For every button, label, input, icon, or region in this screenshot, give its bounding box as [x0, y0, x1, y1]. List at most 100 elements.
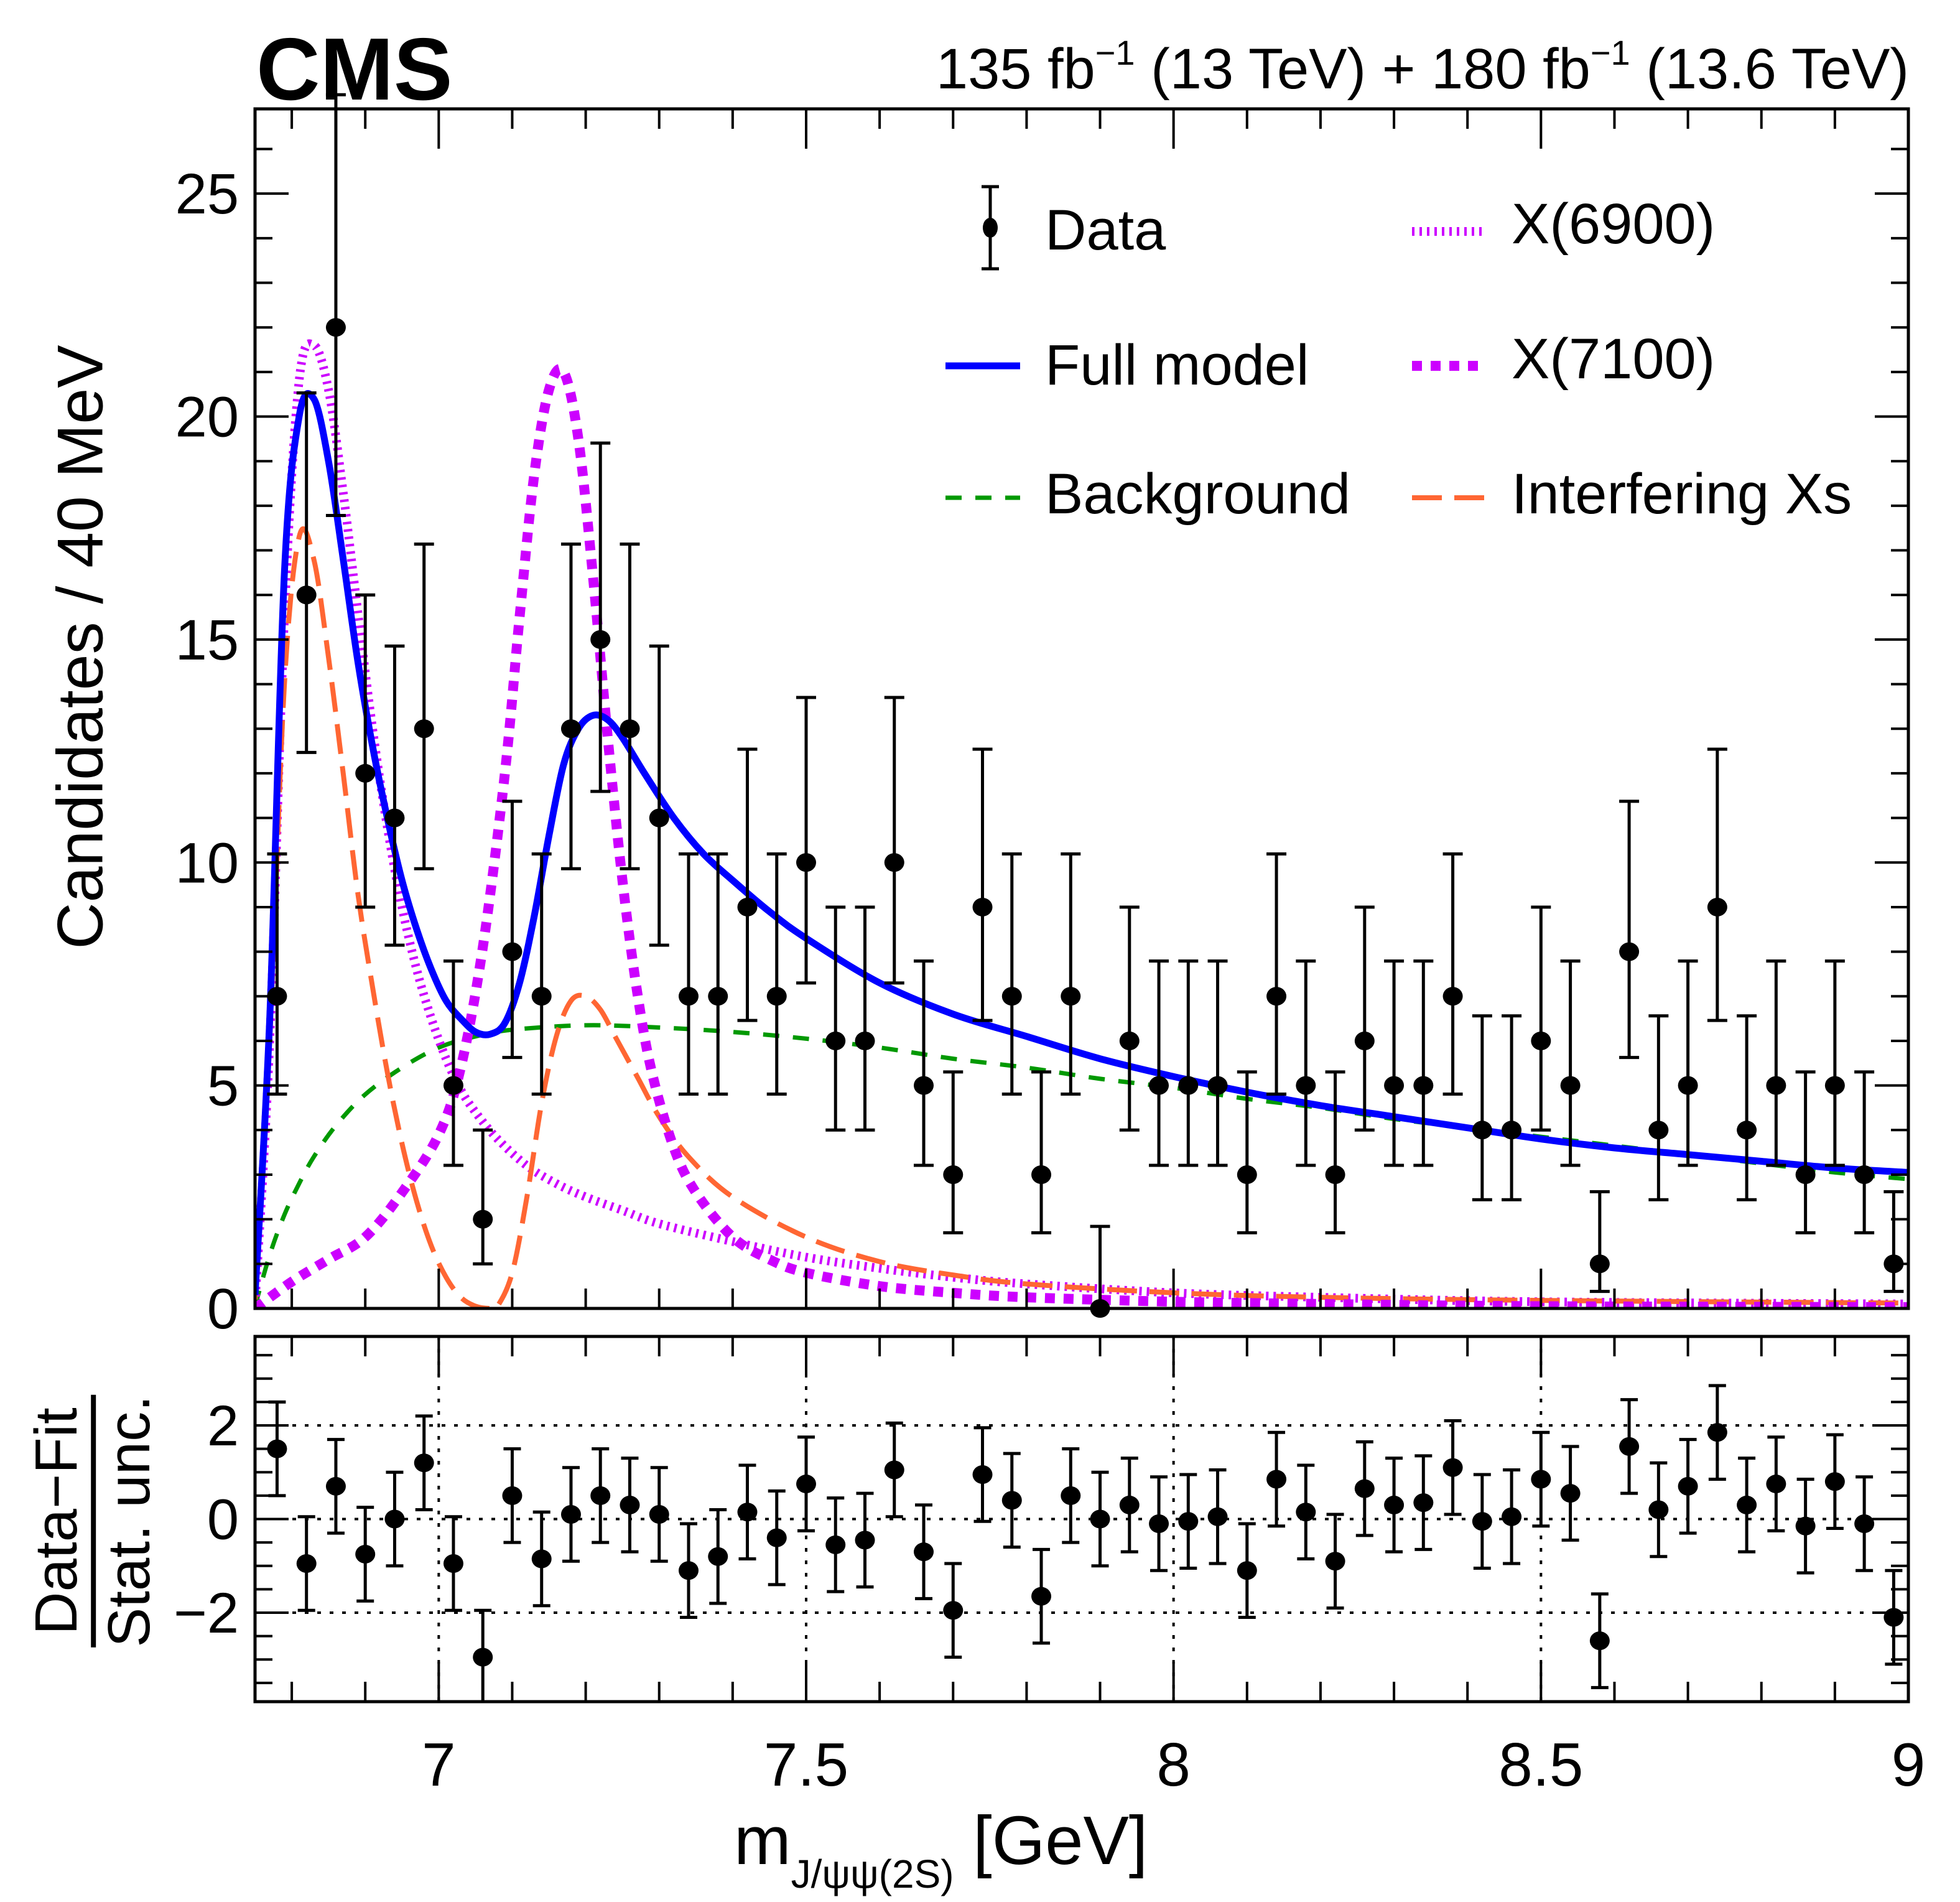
legend-label-x7100: X(7100) — [1512, 327, 1716, 391]
residual-point — [1883, 1569, 1904, 1666]
lumi-part-2: (13 TeV) + 180 fb — [1135, 37, 1591, 101]
residual-point — [649, 1466, 669, 1563]
residual-marker — [855, 1531, 875, 1550]
residual-marker — [1149, 1514, 1169, 1534]
data-marker — [1737, 1121, 1757, 1140]
residual-point — [355, 1506, 376, 1603]
residual-point — [1502, 1468, 1522, 1565]
residual-marker — [1325, 1552, 1345, 1571]
data-marker — [825, 1031, 846, 1050]
data-marker — [1237, 1165, 1257, 1184]
residual-point — [1266, 1430, 1287, 1528]
data-point — [796, 696, 816, 985]
data-point — [1589, 1190, 1610, 1294]
residual-marker — [1824, 1472, 1845, 1491]
data-marker — [1354, 1031, 1375, 1050]
data-point — [914, 959, 934, 1167]
data-marker — [972, 897, 993, 916]
residual-marker — [1678, 1476, 1698, 1496]
residual-marker — [1560, 1484, 1581, 1503]
data-marker — [1560, 1076, 1581, 1095]
residual-marker — [296, 1554, 317, 1573]
residual-point — [1001, 1452, 1022, 1549]
residual-marker — [943, 1601, 964, 1620]
data-marker — [1531, 1031, 1551, 1050]
data-point — [1502, 1014, 1522, 1201]
y-tick-label: 10 — [175, 831, 239, 895]
data-point — [1472, 1014, 1492, 1201]
ratio-panel-grid — [255, 1336, 1908, 1702]
x-tick-label: 7 — [422, 1730, 456, 1799]
residual-marker — [502, 1486, 523, 1505]
y-tick-label: 15 — [175, 608, 239, 672]
lumi-exponent-1: −1 — [1095, 33, 1135, 72]
legend-data-marker — [983, 218, 998, 238]
data-point — [1707, 747, 1727, 1022]
data-marker — [620, 719, 640, 739]
lumi-part-1: 135 fb — [936, 37, 1095, 101]
data-marker — [1384, 1076, 1405, 1095]
residual-point — [855, 1491, 875, 1589]
data-marker — [1149, 1076, 1169, 1095]
residual-point — [502, 1447, 523, 1544]
y-tick-label: 5 — [207, 1055, 239, 1118]
residual-point — [325, 1438, 346, 1535]
residual-marker — [1619, 1437, 1640, 1456]
residual-point — [1031, 1547, 1052, 1645]
residual-marker — [1001, 1491, 1022, 1510]
data-point — [1061, 852, 1081, 1096]
residual-marker — [620, 1495, 640, 1514]
residual-marker — [1296, 1503, 1316, 1522]
residual-point — [1296, 1463, 1316, 1560]
data-point — [531, 852, 552, 1096]
x-tick-label: 9 — [1892, 1730, 1926, 1799]
residual-marker — [1795, 1516, 1816, 1536]
data-marker — [1854, 1165, 1875, 1184]
data-point — [678, 852, 699, 1096]
residual-marker — [267, 1439, 287, 1458]
data-point — [766, 852, 787, 1096]
data-point — [1325, 1070, 1345, 1234]
residual-marker — [1589, 1631, 1610, 1651]
residual-marker — [796, 1475, 816, 1494]
residual-point — [1178, 1473, 1199, 1570]
y-axis-label-ratio: Data−Fit Stat. unc. — [23, 1395, 162, 1648]
data-point — [296, 391, 317, 754]
legend-label-x6900: X(6900) — [1512, 192, 1716, 256]
data-marker — [1207, 1076, 1228, 1095]
residual-point — [620, 1457, 640, 1554]
residual-point — [1531, 1430, 1551, 1528]
x-label-subscript: J/ψψ(2S) — [791, 1852, 954, 1896]
data-point — [355, 593, 376, 909]
residual-point — [1854, 1475, 1875, 1572]
data-marker — [1795, 1165, 1816, 1184]
ratio-frame — [253, 1335, 1910, 1704]
data-point — [325, 93, 346, 517]
residual-point — [1589, 1592, 1610, 1689]
data-point — [267, 852, 287, 1096]
data-point — [884, 696, 904, 985]
y-tick-label: 20 — [175, 386, 239, 449]
residual-marker — [914, 1542, 934, 1562]
ratio-y-tick-label: 0 — [207, 1488, 239, 1552]
residual-point — [1560, 1445, 1581, 1542]
data-marker — [1061, 987, 1081, 1006]
data-point — [1737, 1014, 1757, 1201]
residual-point — [1648, 1461, 1669, 1559]
curve-full-model — [255, 390, 1908, 1295]
data-point — [1442, 852, 1463, 1096]
data-marker — [1619, 942, 1640, 961]
residual-point — [1707, 1384, 1727, 1481]
data-point — [443, 959, 463, 1167]
residual-point — [1678, 1438, 1698, 1535]
residual-marker — [884, 1460, 904, 1480]
x-axis-label: mJ/ψψ(2S) [GeV] — [734, 1801, 1148, 1897]
main-frame — [253, 107, 1910, 1310]
data-point — [560, 543, 581, 870]
data-marker — [1678, 1076, 1698, 1095]
residual-marker — [325, 1476, 346, 1496]
residual-point — [914, 1503, 934, 1600]
residual-point — [1384, 1457, 1405, 1554]
x-label-symbol: m — [734, 1802, 791, 1879]
main-panel-axes: 0 5 10 15 20 25 — [175, 107, 1910, 1341]
